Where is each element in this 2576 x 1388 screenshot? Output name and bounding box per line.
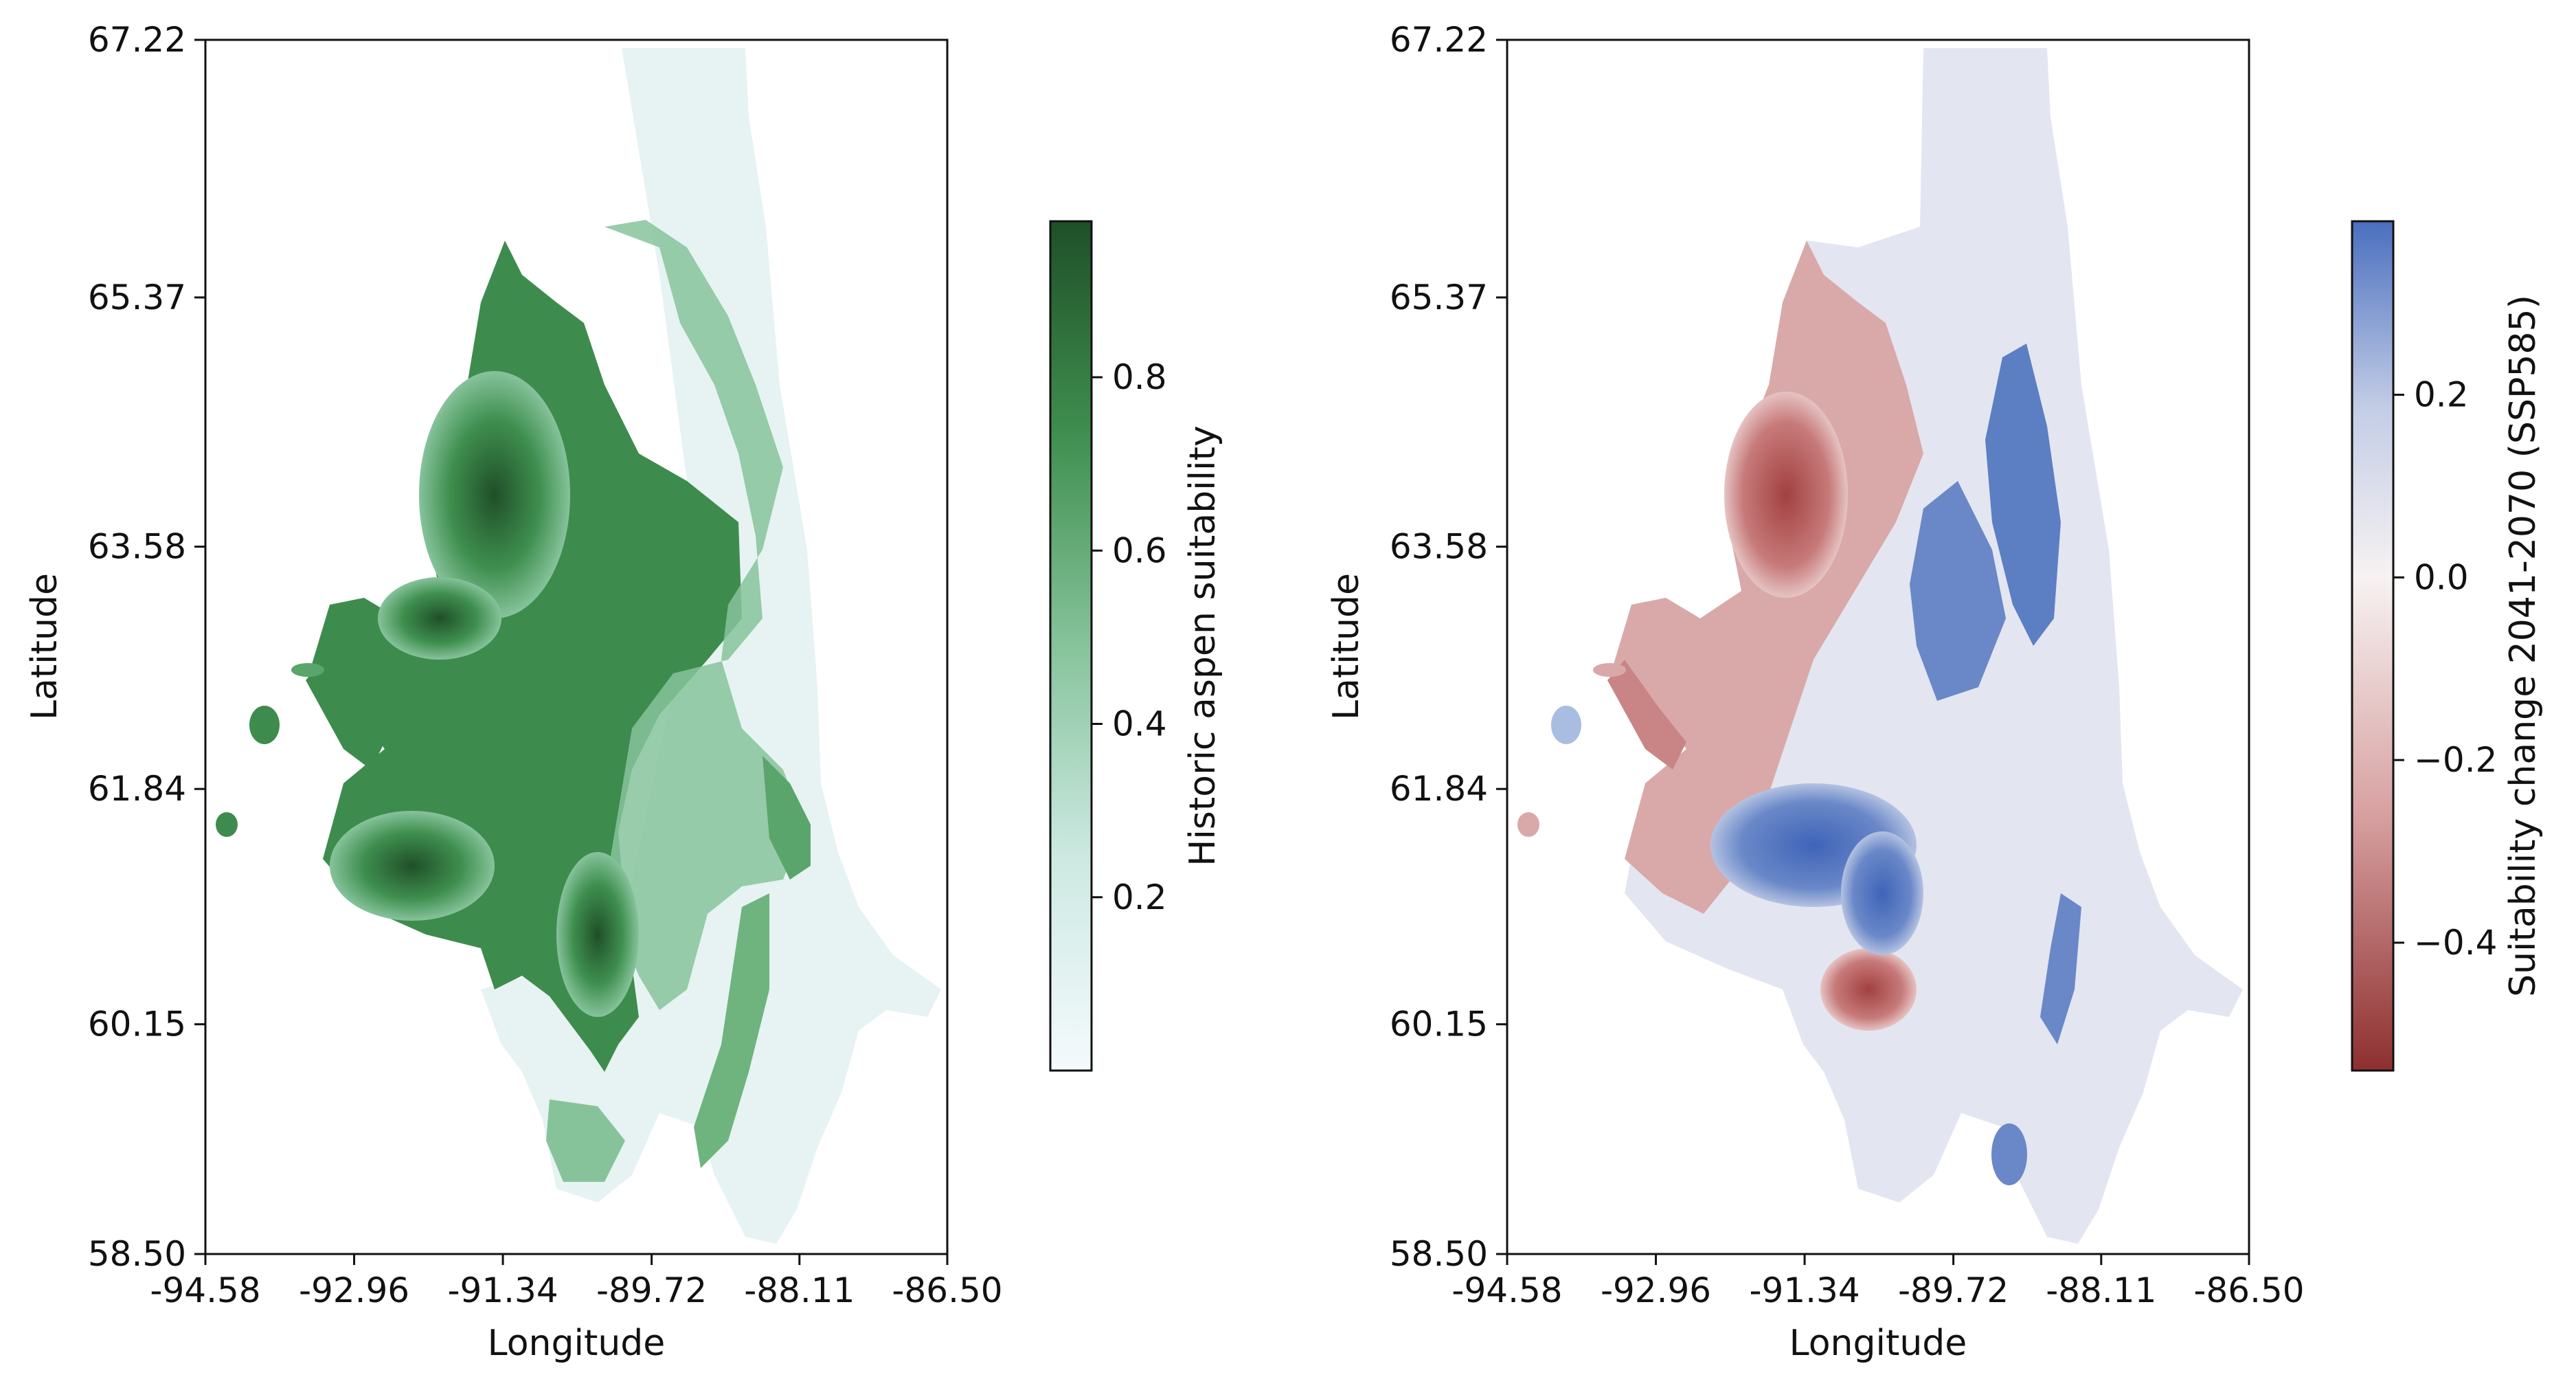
map-gain-east-strip [2040, 893, 2081, 1044]
colorbar-tick-label: −0.2 [2414, 740, 2497, 780]
y-tick-label: 65.37 [88, 278, 186, 317]
colorbar-tick-label: 0.0 [2414, 557, 2469, 597]
y-tick-label: 65.37 [1390, 278, 1488, 317]
colorbar-change: −0.4 −0.2 0.0 0.2 Suitability change 2041-2… [2351, 220, 2544, 1072]
map-gain-core-south [1841, 831, 1923, 955]
map-decline-core-south [1820, 948, 1917, 1031]
colorbar-gradient-historic [1049, 220, 1093, 1072]
y-axis-label-historic: Latitude [24, 573, 65, 720]
x-axis-label-historic: Longitude [488, 1323, 666, 1364]
map-strip-east [762, 756, 811, 880]
suitability-map-change [1517, 48, 2243, 1244]
colorbar-tick-label: 0.8 [1112, 357, 1167, 397]
y-tick-label: 63.58 [1390, 527, 1488, 567]
map-gain-southern-lobe [1991, 1123, 2027, 1185]
y-tick-label: 60.15 [88, 1005, 186, 1044]
x-tick-label: -91.34 [447, 1271, 558, 1310]
x-tick-label: -89.72 [596, 1271, 707, 1310]
x-tick-label: -92.96 [299, 1271, 409, 1310]
y-tick-label: 63.58 [88, 527, 186, 567]
plot-frame-historic [204, 38, 949, 1255]
x-tick-label: -88.11 [744, 1271, 855, 1310]
x-axis-historic: -94.58 -92.96 -91.34 -89.72 -88.11 -86.50 [150, 1254, 1003, 1310]
map-island-3 [291, 663, 324, 677]
colorbar-label-change: Suitability change 2041-2070 (SSP585) [2502, 295, 2544, 997]
map-core-southwest [330, 811, 495, 921]
x-axis-change: -94.58 -92.96 -91.34 -89.72 -88.11 -86.50 [1451, 1254, 2305, 1310]
y-tick-label: 67.22 [1390, 20, 1488, 60]
y-axis-change: 67.22 65.37 63.58 61.84 60.15 58.50 [1390, 20, 1507, 1274]
y-tick-label: 58.50 [1390, 1234, 1488, 1274]
y-tick-label: 60.15 [1390, 1005, 1488, 1044]
map-peninsula-west-change [1607, 660, 1686, 770]
map-region-mid [605, 220, 804, 1010]
panel-change: -94.58 -92.96 -91.34 -89.72 -88.11 -86.50 67.… [1326, 20, 2544, 1364]
x-axis-label-change: Longitude [1789, 1323, 1967, 1364]
colorbar-tick-label: −0.4 [2414, 923, 2497, 963]
x-tick-label: -86.50 [2193, 1271, 2304, 1310]
suitability-map-historic [216, 48, 941, 1244]
map-core-northwest [419, 371, 570, 618]
map-island-1 [249, 706, 280, 744]
y-axis-historic: 67.22 65.37 63.58 61.84 60.15 58.50 [88, 20, 205, 1274]
map-core-south [556, 852, 639, 1017]
y-axis-label-change: Latitude [1326, 573, 1367, 720]
colorbar-historic: 0.2 0.4 0.6 0.8 Historic aspen suitability [1049, 220, 1223, 1072]
x-tick-label: -91.34 [1749, 1271, 1860, 1310]
map-island-3-change [1593, 663, 1626, 677]
map-gain-central [1910, 481, 2006, 701]
y-tick-label: 67.22 [88, 20, 186, 60]
colorbar-label-historic: Historic aspen suitability [1182, 425, 1223, 866]
y-tick-label: 58.50 [88, 1234, 186, 1274]
y-tick-label: 61.84 [1390, 769, 1488, 809]
x-tick-label: -94.58 [150, 1271, 260, 1310]
plot-frame-change [1506, 38, 2250, 1255]
colorbar-ticks-historic: 0.2 0.4 0.6 0.8 [1092, 357, 1167, 917]
x-tick-label: -88.11 [2046, 1271, 2156, 1310]
colorbar-tick-label: 0.4 [1112, 704, 1167, 744]
map-island-1-change [1551, 706, 1581, 744]
map-gain-north-ridge [1985, 344, 2061, 646]
x-tick-label: -92.96 [1601, 1271, 1711, 1310]
y-tick-label: 61.84 [88, 769, 186, 809]
map-island-2-change [1517, 812, 1539, 837]
x-tick-label: -86.50 [892, 1271, 1002, 1310]
x-tick-label: -89.72 [1898, 1271, 2009, 1310]
colorbar-gradient-change [2351, 220, 2395, 1072]
map-strip-southeast [694, 893, 769, 1168]
colorbar-tick-label: 0.2 [2414, 375, 2469, 415]
map-decline-core-northwest [1724, 392, 1848, 598]
map-southern-lobe [546, 1099, 625, 1182]
map-core-west [378, 577, 501, 660]
x-tick-label: -94.58 [1451, 1271, 1562, 1310]
colorbar-tick-label: 0.6 [1112, 530, 1167, 570]
map-peninsula-west [306, 660, 385, 770]
colorbar-tick-label: 0.2 [1112, 877, 1167, 917]
panel-historic: -94.58 -92.96 -91.34 -89.72 -88.11 -86.50 67.… [24, 20, 1223, 1364]
colorbar-ticks-change: −0.4 −0.2 0.0 0.2 [2393, 375, 2497, 963]
map-island-2 [216, 812, 238, 837]
